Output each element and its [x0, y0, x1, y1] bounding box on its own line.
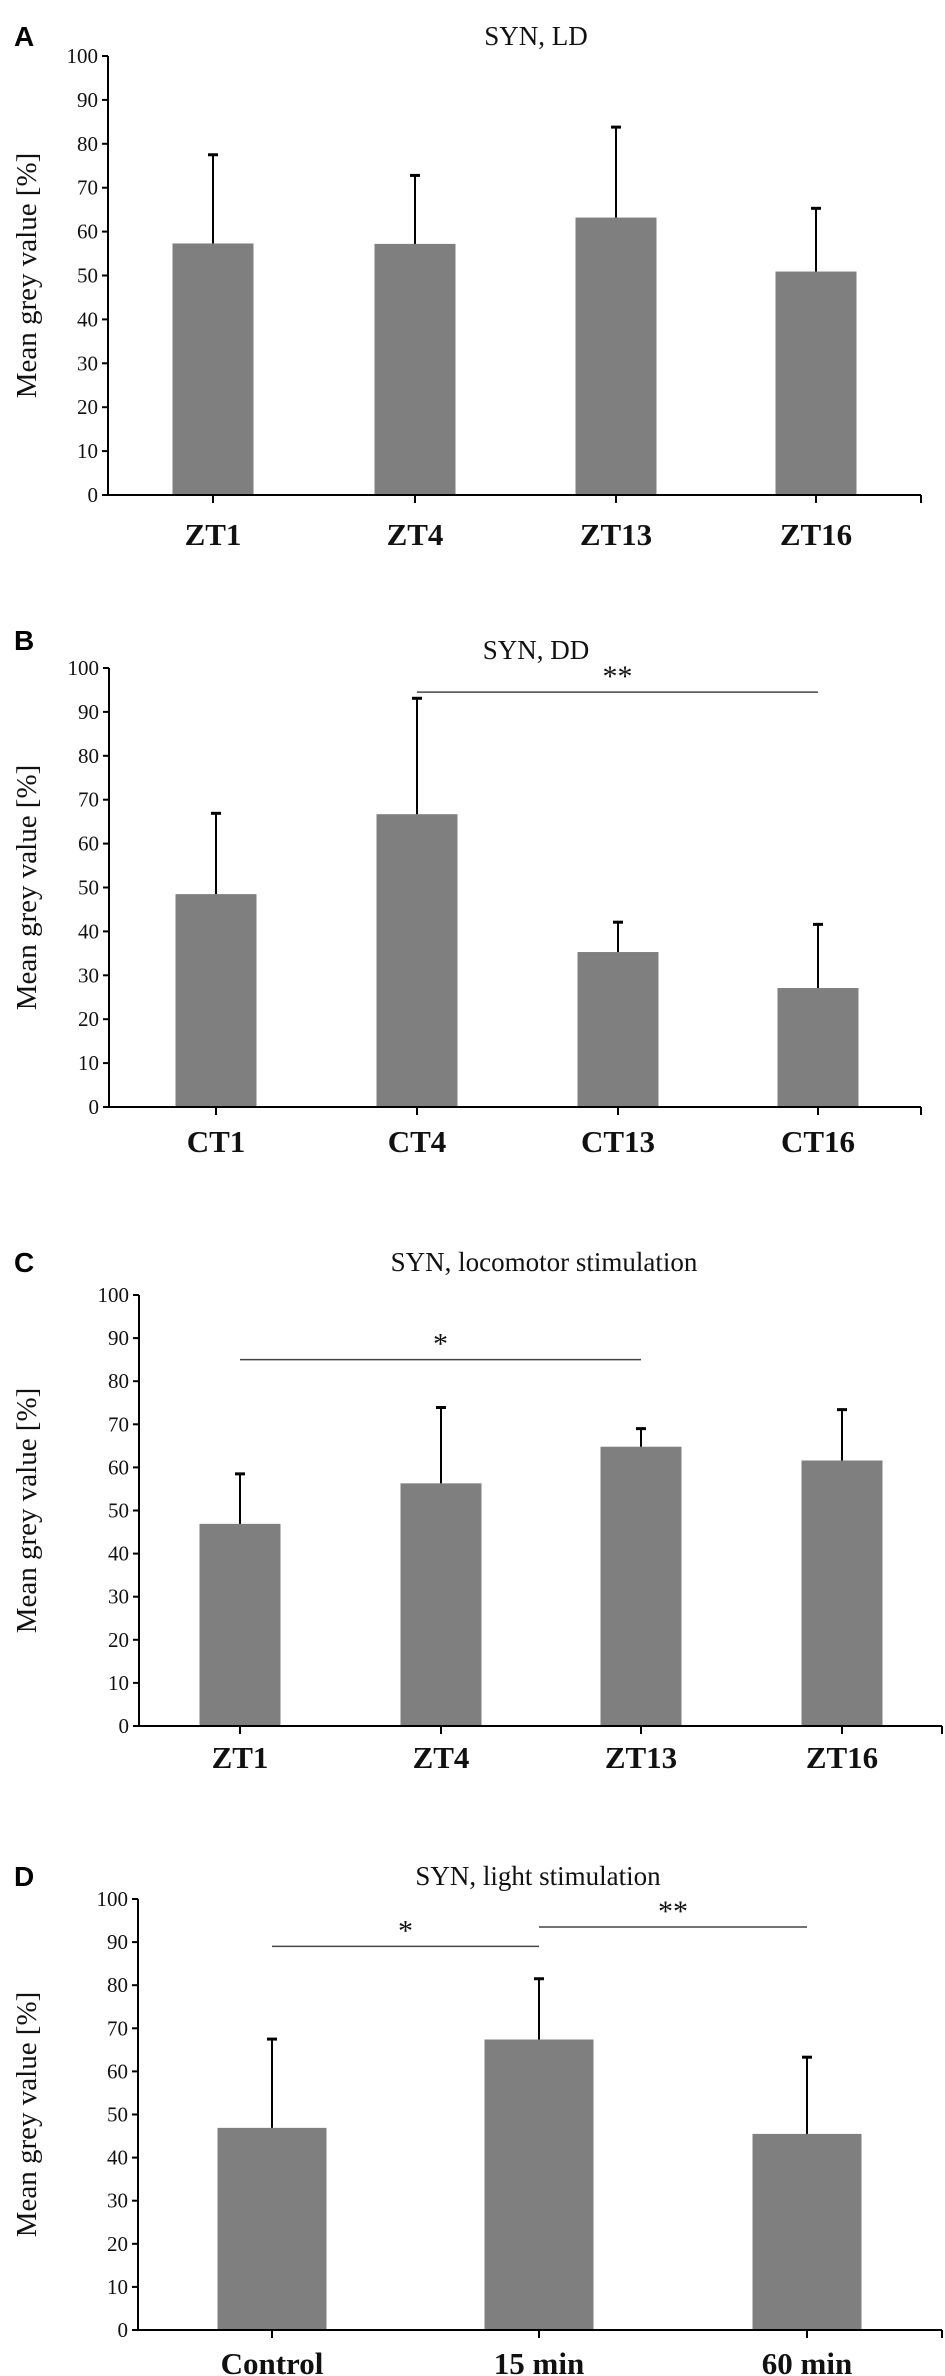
bar	[217, 2127, 327, 2330]
y-tick-label: 100	[98, 1283, 130, 1307]
x-tick-label: ZT16	[780, 517, 852, 552]
y-tick-label: 60	[108, 1455, 129, 1479]
y-tick-label: 60	[77, 220, 98, 244]
significance-marker: **	[603, 660, 633, 693]
y-tick-label: 40	[78, 919, 99, 943]
y-tick-label: 100	[67, 44, 99, 68]
y-tick-label: 100	[68, 656, 100, 680]
bar	[777, 988, 859, 1107]
x-tick-label: CT16	[781, 1124, 855, 1159]
bar	[775, 271, 857, 495]
significance-marker: **	[658, 1895, 688, 1928]
y-tick-label: 70	[107, 2016, 128, 2040]
x-tick-label: CT13	[581, 1124, 655, 1159]
bar	[484, 2039, 594, 2330]
y-tick-label: 40	[107, 2146, 128, 2170]
bar	[600, 1446, 682, 1726]
y-tick-label: 90	[77, 88, 98, 112]
y-tick-label: 90	[108, 1326, 129, 1350]
bar	[199, 1523, 281, 1726]
y-tick-label: 20	[107, 2232, 128, 2256]
y-tick-label: 70	[77, 176, 98, 200]
panel-letter: B	[14, 625, 34, 656]
y-tick-label: 100	[97, 1887, 129, 1911]
x-tick-label: ZT1	[212, 1740, 269, 1775]
y-tick-label: 10	[108, 1671, 129, 1695]
y-tick-label: 0	[88, 483, 99, 507]
panel-d: D SYN, light stimulation Mean grey value […	[11, 1861, 943, 2376]
y-tick-label: 60	[78, 832, 99, 856]
bar	[374, 243, 456, 495]
y-tick-label: 40	[108, 1542, 129, 1566]
chart-title: SYN, light stimulation	[415, 1861, 661, 1891]
y-axis-label: Mean grey value [%]	[11, 153, 43, 399]
y-tick-label: 70	[108, 1412, 129, 1436]
x-tick-label: ZT16	[806, 1740, 878, 1775]
y-tick-label: 20	[77, 395, 98, 419]
y-tick-label: 30	[77, 351, 98, 375]
chart-title: SYN, locomotor stimulation	[391, 1247, 698, 1277]
y-tick-label: 80	[107, 1973, 128, 1997]
y-tick-label: 50	[107, 2103, 128, 2127]
y-tick-label: 80	[77, 132, 98, 156]
x-tick-label: ZT1	[185, 517, 242, 552]
y-tick-label: 30	[107, 2189, 128, 2213]
x-tick-label: ZT4	[387, 517, 444, 552]
y-axis-label: Mean grey value [%]	[11, 1388, 43, 1634]
panel-a: A SYN, LD Mean grey value [%] ZT1 ZT4 ZT13 ZT1…	[11, 21, 922, 552]
chart-title: SYN, DD	[483, 635, 590, 665]
bar	[575, 217, 657, 495]
y-tick-label: 10	[107, 2275, 128, 2299]
panel-c: C SYN, locomotor stimulation Mean grey val…	[11, 1247, 943, 1775]
y-tick-label: 20	[108, 1628, 129, 1652]
y-tick-label: 90	[78, 700, 99, 724]
y-axis-label: Mean grey value [%]	[11, 765, 43, 1011]
x-tick-label: CT1	[187, 1124, 246, 1159]
significance-marker: *	[433, 1328, 448, 1361]
y-tick-label: 20	[78, 1007, 99, 1031]
y-tick-label: 30	[108, 1585, 129, 1609]
y-tick-label: 60	[107, 2059, 128, 2083]
y-tick-label: 70	[78, 788, 99, 812]
y-tick-label: 90	[107, 1930, 128, 1954]
y-tick-label: 40	[77, 307, 98, 331]
x-tick-label: ZT13	[605, 1740, 677, 1775]
x-tick-label: ZT13	[580, 517, 652, 552]
x-tick-label: ZT4	[413, 1740, 470, 1775]
y-tick-label: 80	[108, 1369, 129, 1393]
x-tick-label: 15 min	[494, 2346, 584, 2376]
x-tick-label: 60 min	[762, 2346, 852, 2376]
panel-letter: A	[14, 21, 34, 52]
bar	[175, 894, 257, 1107]
y-tick-label: 0	[89, 1095, 100, 1119]
x-tick-label: CT4	[388, 1124, 447, 1159]
y-tick-label: 80	[78, 744, 99, 768]
y-tick-label: 0	[119, 1714, 130, 1738]
bar	[752, 2133, 862, 2330]
panel-b: B SYN, DD Mean grey value [%] CT1 CT4 CT13 CT1…	[11, 625, 922, 1159]
bar	[801, 1460, 883, 1726]
x-tick-label: Control	[221, 2346, 324, 2376]
y-tick-label: 0	[118, 2318, 129, 2342]
y-tick-label: 50	[108, 1499, 129, 1523]
bar	[400, 1483, 482, 1726]
y-tick-label: 10	[77, 439, 98, 463]
y-axis-label: Mean grey value [%]	[11, 1992, 43, 2238]
chart-title: SYN, LD	[484, 21, 588, 51]
significance-marker: *	[398, 1914, 413, 1947]
y-tick-label: 50	[77, 264, 98, 288]
bar	[172, 243, 254, 495]
bar	[376, 814, 458, 1107]
y-tick-label: 30	[78, 963, 99, 987]
panel-letter: D	[14, 1861, 34, 1892]
y-tick-label: 50	[78, 876, 99, 900]
y-tick-label: 10	[78, 1051, 99, 1075]
bar	[577, 952, 659, 1107]
panel-letter: C	[14, 1247, 34, 1278]
